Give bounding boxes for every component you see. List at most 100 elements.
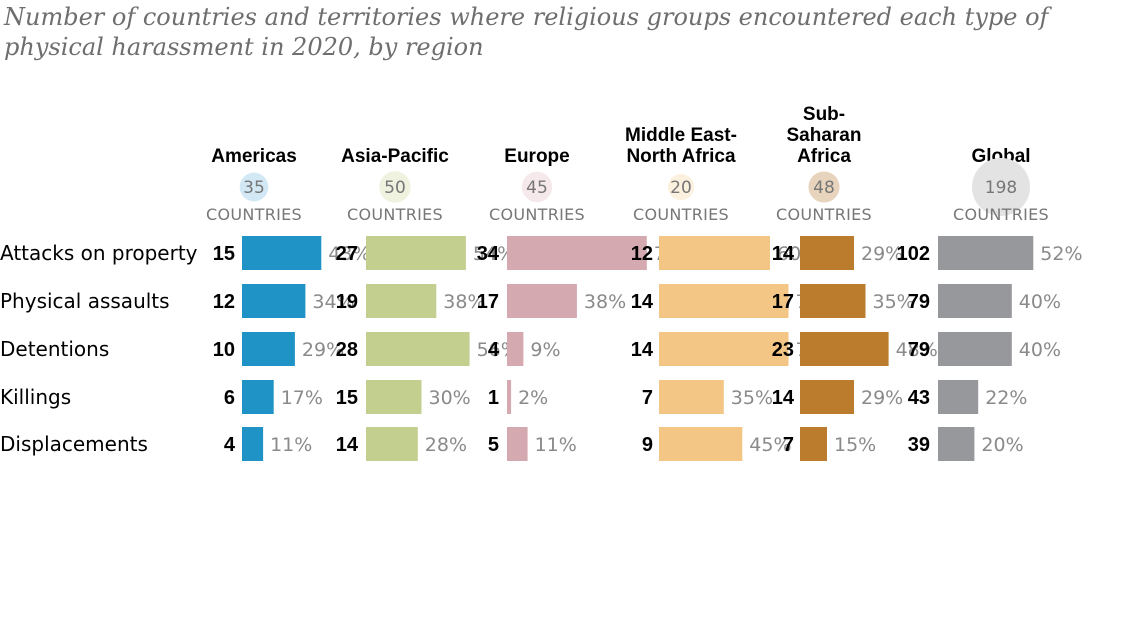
total-count-sub-saharan-africa: 48 [813,178,835,198]
countries-label-americas: COUNTRIES [206,205,302,224]
count-asia-pacific-killings: 15 [336,387,358,409]
percent-sub-saharan-africa-killings: 29% [861,387,903,409]
bar-americas-displacements [242,427,264,461]
percent-asia-pacific-killings: 30% [429,387,471,409]
count-sub-saharan-africa-displacements: 7 [783,434,794,456]
percent-asia-pacific-displacements: 28% [425,434,467,456]
percent-europe-detentions: 9% [530,339,560,361]
count-asia-pacific-detentions: 28 [336,339,358,361]
count-europe-killings: 1 [488,387,499,409]
total-circle-europe [521,171,553,203]
bar-americas-killings [242,380,274,414]
bar-sub-saharan-africa-killings [800,380,854,414]
percent-sub-saharan-africa-physical-assaults: 35% [873,291,915,313]
bar-asia-pacific-attacks-on-property [366,236,466,270]
percent-middle-east-north-africa-displacements: 45% [749,434,791,456]
bar-americas-physical-assaults [242,284,306,318]
bar-asia-pacific-detentions [366,332,470,366]
bar-europe-displacements [507,427,528,461]
row-label-physical-assaults: Physical assaults [0,289,170,313]
total-count-americas: 35 [243,178,265,198]
count-sub-saharan-africa-detentions: 23 [772,339,794,361]
count-middle-east-north-africa-attacks-on-property: 12 [631,243,653,265]
total-circle-americas [239,172,269,202]
bar-global-detentions [938,332,1012,366]
total-circle-sub-saharan-africa [808,171,840,203]
percent-europe-physical-assaults: 38% [584,291,626,313]
percent-global-killings: 22% [985,387,1027,409]
percent-global-displacements: 20% [981,434,1023,456]
countries-label-europe: COUNTRIES [489,205,585,224]
count-europe-physical-assaults: 17 [477,291,499,313]
count-asia-pacific-physical-assaults: 19 [336,291,358,313]
region-header-global: Global [971,146,1030,167]
region-header-sub-saharan-africa: Saharan [787,125,862,146]
bar-sub-saharan-africa-physical-assaults [800,284,866,318]
count-americas-detentions: 10 [213,339,235,361]
percent-americas-attacks-on-property: 43% [328,243,370,265]
row-label-killings: Killings [0,385,71,409]
percent-americas-displacements: 11% [270,434,312,456]
region-header-americas: Americas [211,146,297,167]
count-americas-killings: 6 [224,387,235,409]
bar-middle-east-north-africa-displacements [659,427,743,461]
count-global-displacements: 39 [908,434,930,456]
bar-europe-physical-assaults [507,284,577,318]
count-europe-displacements: 5 [488,434,499,456]
percent-sub-saharan-africa-detentions: 48% [896,339,938,361]
bar-europe-killings [507,380,512,414]
count-middle-east-north-africa-detentions: 14 [631,339,654,361]
count-middle-east-north-africa-displacements: 9 [642,434,653,456]
bar-europe-detentions [507,332,524,366]
countries-label-global: COUNTRIES [953,205,1049,224]
percent-americas-killings: 17% [281,387,323,409]
percent-middle-east-north-africa-killings: 35% [731,387,773,409]
bar-americas-detentions [242,332,295,366]
bar-middle-east-north-africa-physical-assaults [659,284,789,318]
count-sub-saharan-africa-physical-assaults: 17 [772,291,794,313]
count-global-detentions: 79 [908,339,930,361]
percent-asia-pacific-attacks-on-property: 54% [473,243,515,265]
count-asia-pacific-displacements: 14 [336,434,359,456]
bar-asia-pacific-displacements [366,427,418,461]
bar-americas-attacks-on-property [242,236,322,270]
total-count-global: 198 [985,178,1017,198]
percent-sub-saharan-africa-attacks-on-property: 29% [861,243,903,265]
bar-sub-saharan-africa-attacks-on-property [800,236,854,270]
count-sub-saharan-africa-killings: 14 [772,387,795,409]
chart-title: Number of countries and territories wher… [4,3,1049,61]
total-circle-asia-pacific [379,171,411,203]
countries-label-middle-east-north-africa: COUNTRIES [633,205,729,224]
count-americas-attacks-on-property: 15 [213,243,235,265]
count-global-attacks-on-property: 102 [897,243,930,265]
bar-global-killings [938,380,979,414]
region-header-asia-pacific: Asia-Pacific [341,146,449,167]
bar-global-attacks-on-property [938,236,1034,270]
percent-americas-physical-assaults: 34% [312,291,354,313]
countries-label-asia-pacific: COUNTRIES [347,205,443,224]
count-global-killings: 43 [908,387,930,409]
percent-global-detentions: 40% [1019,339,1061,361]
count-middle-east-north-africa-killings: 7 [642,387,653,409]
percent-europe-displacements: 11% [535,434,577,456]
count-europe-attacks-on-property: 34 [477,243,500,265]
total-count-middle-east-north-africa: 20 [670,178,692,198]
total-count-europe: 45 [526,178,548,198]
row-label-displacements: Displacements [0,432,148,456]
bar-global-physical-assaults [938,284,1012,318]
bar-global-displacements [938,427,975,461]
region-header-middle-east-north-africa: Middle East- [625,125,737,146]
bar-middle-east-north-africa-killings [659,380,724,414]
bar-middle-east-north-africa-attacks-on-property [659,236,770,270]
region-header-sub-saharan-africa: Sub- [803,104,845,125]
total-count-asia-pacific: 50 [384,178,406,198]
region-header-europe: Europe [504,146,569,167]
countries-label-sub-saharan-africa: COUNTRIES [776,205,872,224]
count-europe-detentions: 4 [488,339,500,361]
percent-global-attacks-on-property: 52% [1040,243,1082,265]
percent-global-physical-assaults: 40% [1019,291,1061,313]
count-global-physical-assaults: 79 [908,291,930,313]
region-header-middle-east-north-africa: North Africa [626,146,736,167]
bar-sub-saharan-africa-displacements [800,427,827,461]
